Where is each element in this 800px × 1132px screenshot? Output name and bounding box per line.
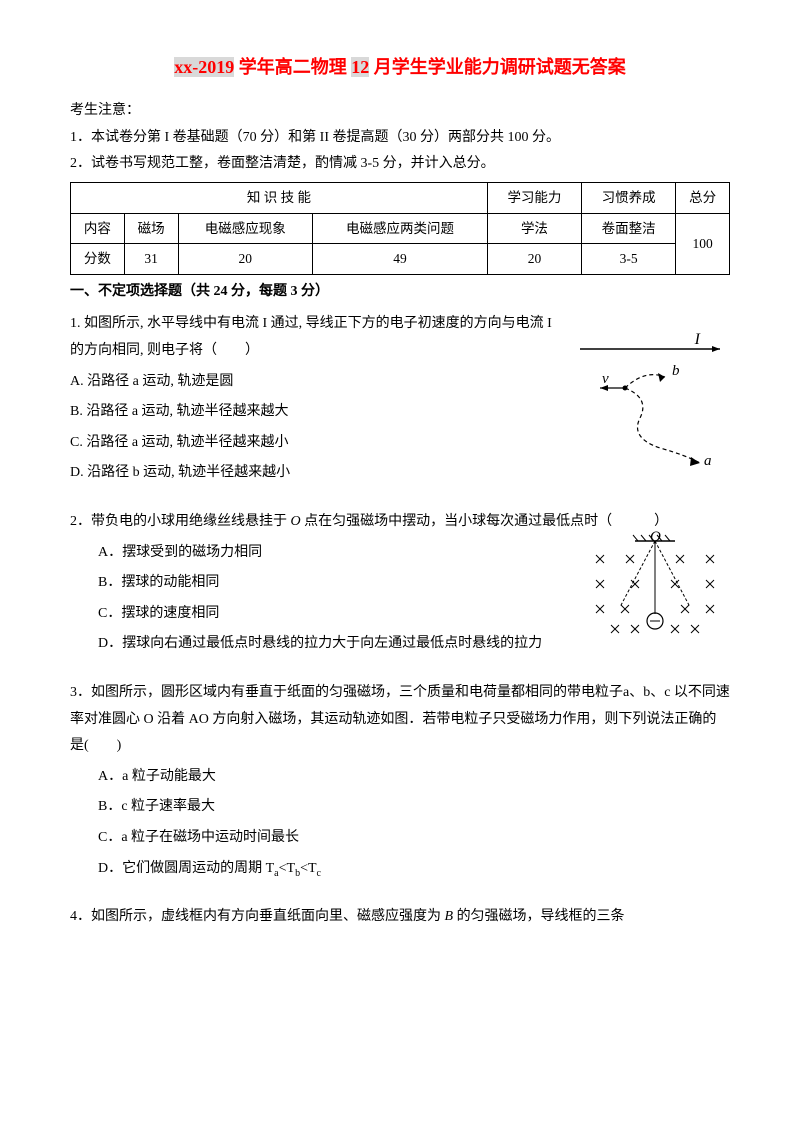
q2-stem-b: 点在匀强磁场中摆动，当小球每次通过最低点时（ ）	[301, 514, 669, 529]
fig-O-label: O	[650, 523, 661, 552]
v-label: v	[602, 371, 609, 387]
notice-head: 考生注意：	[70, 98, 730, 125]
td-s3: 49	[313, 244, 488, 275]
q4-stem: 4．如图所示，虚线框内有方向垂直纸面向里、磁感应强度为 B 的匀强磁场，导线框的…	[70, 904, 730, 931]
th-total: 总分	[676, 182, 730, 213]
q3-option-c: C．a 粒子在磁场中运动时间最长	[98, 825, 730, 852]
question-3: 3．如图所示，圆形区域内有垂直于纸面的匀强磁场，三个质量和电荷量都相同的带电粒子…	[70, 680, 730, 882]
td-s4: 20	[487, 244, 581, 275]
q1-svg: b v a	[570, 343, 730, 473]
score-table: 知 识 技 能 学习能力 习惯养成 总分 内容 磁场 电磁感应现象 电磁感应两类…	[70, 182, 730, 275]
q3-d-a: D．它们做圆周运动的周期 T	[98, 861, 274, 876]
td-content: 内容	[71, 213, 125, 244]
q2-figure: O	[580, 529, 730, 639]
q2-stem-a: 2．带负电的小球用绝缘丝线悬挂于	[70, 514, 291, 529]
title-prefix: xx-2019	[174, 57, 234, 77]
question-4: 4．如图所示，虚线框内有方向垂直纸面向里、磁感应强度为 B 的匀强磁场，导线框的…	[70, 904, 730, 931]
current-label-I: I	[695, 325, 700, 355]
q4-B: B	[445, 909, 454, 924]
q2-O: O	[291, 514, 301, 529]
td-score: 分数	[71, 244, 125, 275]
notice-line-1: 1．本试卷分第 I 卷基础题（70 分）和第 II 卷提高题（30 分）两部分共…	[70, 125, 730, 152]
th-study: 学习能力	[487, 182, 581, 213]
td-s5: 3-5	[582, 244, 676, 275]
q3-option-a: A．a 粒子动能最大	[98, 764, 730, 791]
td-s1: 31	[124, 244, 178, 275]
td-xuefa: 学法	[487, 213, 581, 244]
td-total: 100	[676, 213, 730, 274]
question-2: 2．带负电的小球用绝缘丝线悬挂于 O 点在匀强磁场中摆动，当小球每次通过最低点时…	[70, 509, 730, 658]
td-juanmian: 卷面整洁	[582, 213, 676, 244]
question-1: 1. 如图所示, 水平导线中有电流 I 通过, 导线正下方的电子初速度的方向与电…	[70, 311, 730, 487]
a-label: a	[704, 453, 712, 469]
q3-d-b: <T	[279, 861, 295, 876]
td-cixchang: 磁场	[124, 213, 178, 244]
th-habit: 习惯养成	[582, 182, 676, 213]
section-1-heading: 一、不定项选择题（共 24 分，每题 3 分）	[70, 279, 730, 306]
q4-stem-b: 的匀强磁场，导线框的三条	[453, 909, 625, 924]
title-month: 12	[351, 57, 369, 77]
page-title: xx-2019 学年高二物理 12 月学生学业能力调研试题无答案	[70, 50, 730, 84]
table-row: 知 识 技 能 学习能力 习惯养成 总分	[71, 182, 730, 213]
q3-d-c: <T	[300, 861, 316, 876]
q3-stem: 3．如图所示，圆形区域内有垂直于纸面的匀强磁场，三个质量和电荷量都相同的带电粒子…	[70, 680, 730, 760]
td-ganying2: 电磁感应两类问题	[313, 213, 488, 244]
q4-stem-a: 4．如图所示，虚线框内有方向垂直纸面向里、磁感应强度为	[70, 909, 445, 924]
q3-option-d: D．它们做圆周运动的周期 Ta<Tb<Tc	[98, 856, 730, 883]
th-knowledge: 知 识 技 能	[71, 182, 488, 213]
title-suffix: 月学生学业能力调研试题无答案	[369, 57, 626, 77]
notice-line-2: 2．试卷书写规范工整，卷面整洁清楚，酌情减 3-5 分，并计入总分。	[70, 151, 730, 178]
title-mid: 学年高二物理	[234, 57, 351, 77]
b-label: b	[672, 363, 680, 379]
q3-option-b: B．c 粒子速率最大	[98, 794, 730, 821]
table-row: 内容 磁场 电磁感应现象 电磁感应两类问题 学法 卷面整洁 100	[71, 213, 730, 244]
td-ganying1: 电磁感应现象	[178, 213, 312, 244]
td-s2: 20	[178, 244, 312, 275]
table-row: 分数 31 20 49 20 3-5	[71, 244, 730, 275]
q1-figure: I b v a	[570, 343, 730, 473]
